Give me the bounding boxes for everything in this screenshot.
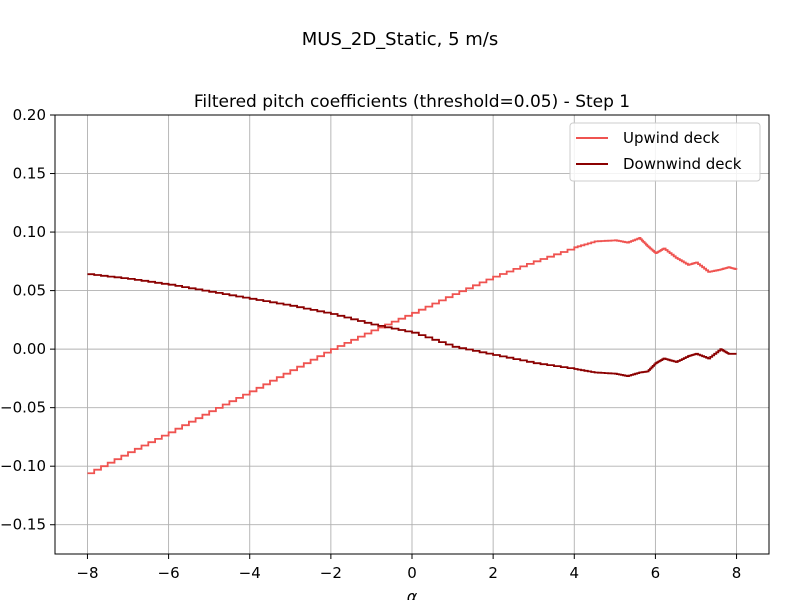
y-tick-label: 0.00 bbox=[13, 340, 46, 358]
y-tick-label: 0.15 bbox=[13, 165, 46, 183]
y-axis-ticks: −0.15 −0.10 −0.05 0.00 0.05 0.10 0.15 0.20 bbox=[0, 106, 55, 534]
x-tick-label: 8 bbox=[732, 564, 742, 582]
legend: Upwind deck Downwind deck bbox=[569, 122, 761, 182]
y-tick-label: −0.05 bbox=[0, 399, 46, 417]
legend-entry-label: Upwind deck bbox=[623, 129, 720, 147]
chart-title: Filtered pitch coefficients (threshold=0… bbox=[194, 92, 630, 112]
x-tick-label: 0 bbox=[407, 564, 417, 582]
series-line-0 bbox=[87, 237, 738, 475]
series-layer bbox=[87, 237, 738, 475]
y-tick-label: 0.10 bbox=[13, 223, 46, 241]
x-tick-label: −6 bbox=[158, 564, 180, 582]
x-tick-label: −8 bbox=[76, 564, 98, 582]
x-axis-label: α bbox=[407, 587, 418, 600]
series-line-1 bbox=[87, 273, 737, 377]
x-tick-label: 6 bbox=[651, 564, 661, 582]
x-tick-label: 4 bbox=[569, 564, 579, 582]
x-tick-label: −2 bbox=[320, 564, 342, 582]
figure-suptitle: MUS_2D_Static, 5 m/s bbox=[302, 29, 499, 50]
y-tick-label: 0.05 bbox=[13, 282, 46, 300]
legend-entry-label: Downwind deck bbox=[623, 155, 742, 173]
y-tick-label: −0.10 bbox=[0, 457, 46, 475]
y-tick-label: 0.20 bbox=[13, 106, 46, 124]
x-axis-ticks: −8 −6 −4 −2 0 2 4 6 8 bbox=[76, 554, 741, 582]
legend-box bbox=[569, 122, 761, 182]
y-tick-label: −0.15 bbox=[0, 516, 46, 534]
x-tick-label: 2 bbox=[488, 564, 498, 582]
x-tick-label: −4 bbox=[239, 564, 261, 582]
